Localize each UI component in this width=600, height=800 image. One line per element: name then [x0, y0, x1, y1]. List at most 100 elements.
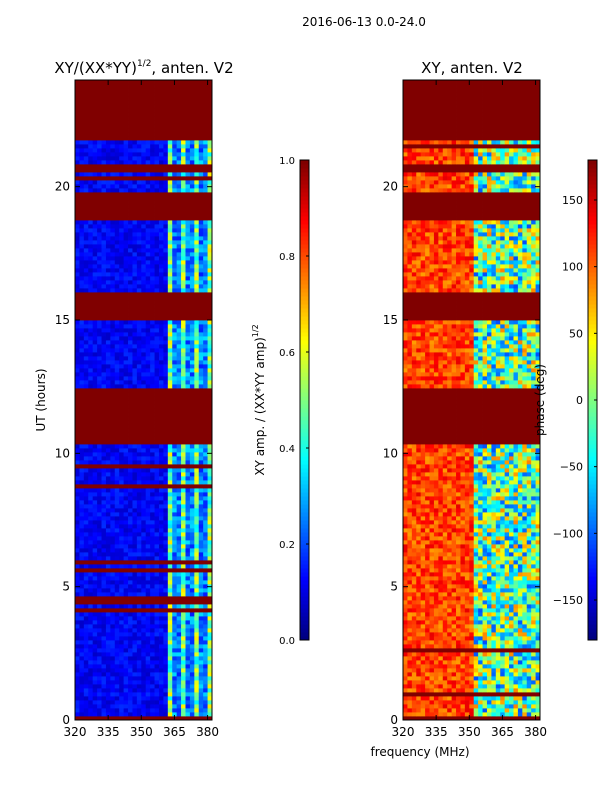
heatmap-cell	[136, 152, 142, 157]
heatmap-cell	[101, 340, 107, 345]
heatmap-cell	[123, 108, 129, 113]
heatmap-cell	[92, 236, 98, 241]
heatmap-cell	[119, 520, 125, 525]
heatmap-cell	[185, 712, 191, 717]
heatmap-cell	[123, 124, 129, 129]
heatmap-cell	[110, 592, 116, 597]
heatmap-cell	[123, 300, 129, 305]
heatmap-cell	[114, 352, 120, 357]
heatmap-cell	[132, 288, 138, 293]
heatmap-cell	[92, 704, 98, 709]
heatmap-cell	[83, 464, 89, 469]
heatmap-cell	[158, 564, 164, 569]
heatmap-cell	[198, 464, 204, 469]
heatmap-cell	[88, 268, 94, 273]
heatmap-cell	[92, 188, 98, 193]
heatmap-cell	[123, 120, 129, 125]
heatmap-cell	[207, 396, 213, 401]
heatmap-cell	[150, 268, 155, 273]
heatmap-cell	[79, 184, 85, 189]
heatmap-cell	[176, 232, 182, 237]
heatmap-cell	[114, 240, 120, 245]
heatmap-cell	[158, 128, 164, 133]
heatmap-cell	[154, 256, 160, 261]
heatmap-cell	[136, 476, 142, 481]
heatmap-cell	[136, 216, 142, 221]
heatmap-cell	[123, 700, 129, 705]
heatmap-cell	[110, 448, 116, 453]
heatmap-cell	[167, 240, 173, 245]
heatmap-cell	[88, 432, 94, 437]
heatmap-cell	[101, 552, 107, 557]
heatmap-cell	[198, 268, 204, 273]
heatmap-cell	[145, 196, 151, 201]
heatmap-cell	[97, 200, 102, 205]
heatmap-cell	[83, 420, 89, 425]
heatmap-cell	[203, 400, 208, 405]
heatmap-cell	[119, 552, 125, 557]
heatmap-cell	[189, 708, 195, 713]
heatmap-cell	[158, 200, 164, 205]
heatmap-cell	[132, 232, 138, 237]
heatmap-cell	[194, 148, 200, 153]
heatmap-cell	[172, 696, 178, 701]
heatmap-cell	[150, 700, 155, 705]
heatmap-cell	[154, 140, 160, 145]
heatmap-cell	[154, 552, 160, 557]
heatmap-cell	[75, 388, 80, 393]
heatmap-cell	[101, 620, 107, 625]
heatmap-cell	[145, 584, 151, 589]
heatmap-cell	[145, 176, 151, 181]
heatmap-cell	[172, 216, 178, 221]
heatmap-cell	[189, 452, 195, 457]
heatmap-cell	[110, 672, 116, 677]
heatmap-cell	[128, 80, 133, 85]
heatmap-cell	[75, 716, 80, 721]
heatmap-cell	[154, 532, 160, 537]
heatmap-cell	[167, 476, 173, 481]
heatmap-cell	[110, 444, 116, 449]
heatmap-cell	[145, 168, 151, 173]
heatmap-cell	[136, 264, 142, 269]
heatmap-cell	[158, 436, 164, 441]
heatmap-cell	[141, 236, 147, 241]
heatmap-cell	[163, 92, 169, 97]
heatmap-cell	[75, 256, 80, 261]
heatmap-cell	[79, 312, 85, 317]
heatmap-cell	[75, 236, 80, 241]
heatmap-cell	[203, 232, 208, 237]
heatmap-cell	[198, 640, 204, 645]
heatmap-cell	[105, 300, 111, 305]
heatmap-cell	[198, 192, 204, 197]
heatmap-cell	[158, 152, 164, 157]
heatmap-cell	[83, 680, 89, 685]
heatmap-cell	[92, 368, 98, 373]
heatmap-cell	[150, 308, 155, 313]
heatmap-cell	[167, 144, 173, 149]
heatmap-cell	[203, 312, 208, 317]
heatmap-cell	[150, 596, 155, 601]
heatmap-cell	[101, 596, 107, 601]
heatmap-cell	[136, 672, 142, 677]
heatmap-cell	[198, 520, 204, 525]
heatmap-cell	[119, 568, 125, 573]
heatmap-cell	[88, 624, 94, 629]
heatmap-cell	[154, 416, 160, 421]
heatmap-cell	[185, 588, 191, 593]
heatmap-cell	[154, 468, 160, 473]
heatmap-cell	[207, 128, 213, 133]
heatmap-cell	[101, 308, 107, 313]
heatmap-cell	[92, 608, 98, 613]
heatmap-cell	[145, 448, 151, 453]
heatmap-cell	[119, 168, 125, 173]
heatmap-cell	[203, 340, 208, 345]
heatmap-cell	[101, 272, 107, 277]
heatmap-cell	[172, 156, 178, 161]
heatmap-cell	[119, 404, 125, 409]
heatmap-cell	[207, 604, 213, 609]
heatmap-cell	[136, 292, 142, 297]
heatmap-cell	[185, 576, 191, 581]
heatmap-cell	[114, 544, 120, 549]
heatmap-cell	[75, 240, 80, 245]
heatmap-cell	[150, 532, 155, 537]
